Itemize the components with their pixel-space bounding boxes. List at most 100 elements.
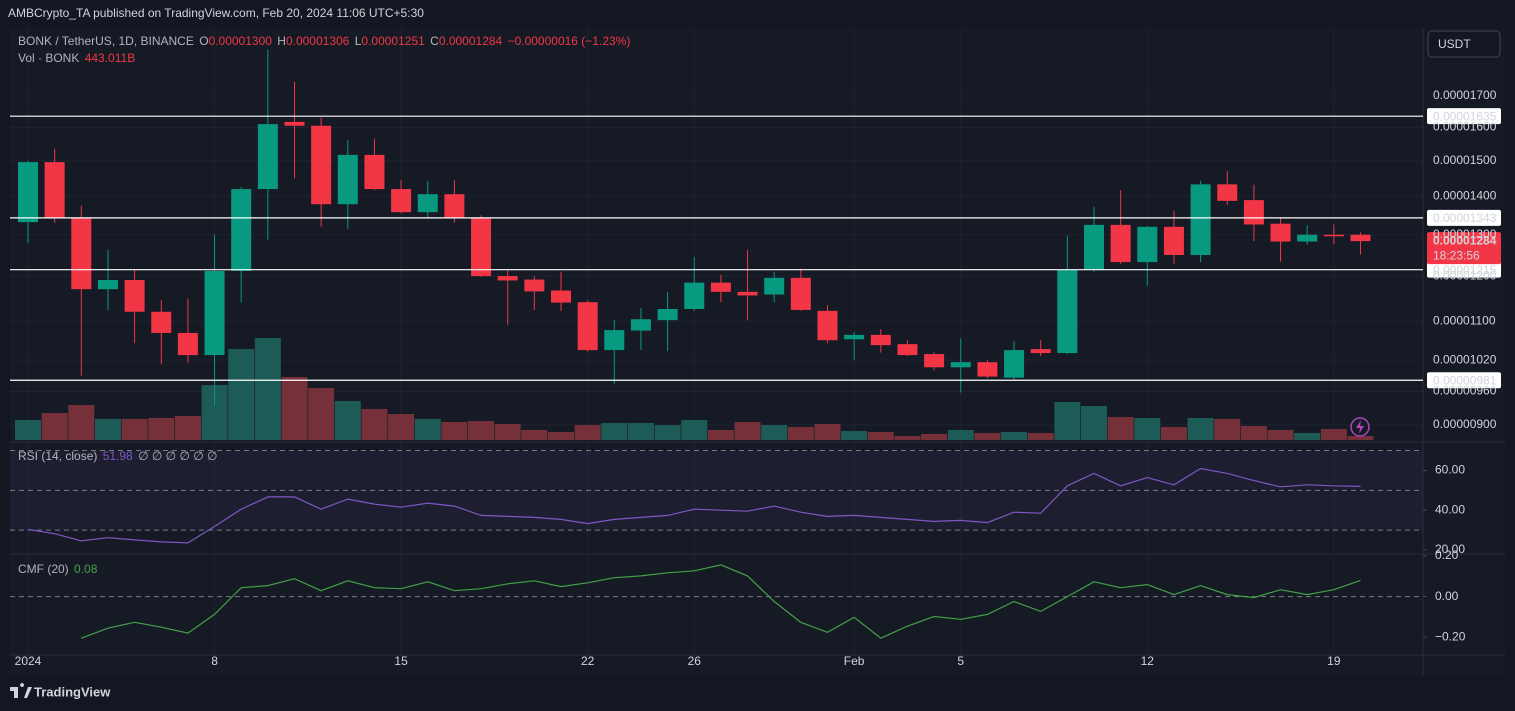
rsi-value: 51.98 [103,449,133,463]
volume-value: 443.011B [85,51,136,65]
last-price-label: 0.00001284 [1433,233,1497,247]
volume-bar [94,418,121,440]
candle-body [364,154,385,190]
candle-body [444,194,465,218]
currency-button[interactable]: USDT [1427,30,1501,58]
publisher-line: AMBCrypto_TA published on TradingView.co… [8,6,424,20]
y-tick-label: 0.20 [1435,548,1459,562]
x-tick-label: 2024 [15,654,42,668]
level-label-box [1427,209,1501,226]
candle-body [391,189,412,213]
currency-button-label[interactable]: USDT [1438,37,1471,51]
candle-body [684,282,705,310]
y-tick-label: 0.00001600 [1433,120,1497,134]
candle-body [1084,224,1104,270]
candle-body [71,217,92,290]
candle-body [337,154,358,205]
volume-bar [1107,417,1134,440]
ohlc-value: 0.00001284 [439,34,503,48]
footer-logo [10,683,32,698]
volume-bar [1027,433,1054,440]
volume-bar [281,377,308,440]
rsi-extra: ∅ ∅ ∅ ∅ ∅ ∅ [138,449,217,463]
candle-body [1057,269,1078,354]
volume-bar [707,429,734,440]
indicator-line [27,467,1361,544]
ohlc-key: O [199,34,208,48]
level-label: 0.00001215 [1433,263,1497,277]
y-tick-label: 0.00001300 [1433,227,1497,241]
volume-bar [548,432,574,440]
volume-bar [41,413,68,440]
y-tick-label: 40.00 [1435,502,1465,516]
volume-bar [388,413,415,440]
volume-bar [68,405,95,440]
symbol-legend: BONK / TetherUS, 1D, BINANCE O0.00001300… [18,34,630,48]
y-tick-label: 0.00001200 [1433,268,1497,282]
volume-bar [867,432,894,440]
candle-body [577,302,598,351]
footer-brand: TradingView [34,684,111,699]
volume-bar [361,409,388,440]
candle-body [231,189,252,271]
y-tick-label: 20.00 [1435,542,1465,556]
volume-bar [121,418,148,440]
alert-bolt[interactable] [1356,420,1364,434]
x-tick-label: 22 [581,654,595,668]
alert-circle[interactable] [1350,417,1370,437]
y-tick-label: 0.00 [1435,589,1459,603]
volume-bar [1267,429,1294,440]
ohlc-key: C [430,34,439,48]
alert-icon[interactable] [1350,417,1370,437]
volume-bar [654,425,681,440]
candle-body [1297,234,1318,242]
ohlc-value: 0.00001306 [286,34,350,48]
volume-bar [15,420,41,440]
volume-bar [574,425,601,440]
y-tick-label: 60.00 [1435,463,1465,477]
overlay-layer: 0.00001635 0.00001343 0.00001215 0.00000981… [10,108,1501,639]
level-label-box [1427,372,1501,389]
candle-body [657,309,678,321]
y-tick-label: 0.00000960 [1433,384,1497,398]
candle-body [710,282,731,292]
volume-layer [15,338,1374,440]
volume-bar [761,425,788,440]
y-tick-label: 0.00000900 [1433,417,1497,431]
volume-bar [1320,429,1347,440]
candle-body [124,279,145,312]
level-label: 0.00001635 [1433,109,1497,123]
candle-body [1243,200,1264,225]
candle-body [1190,184,1211,255]
ohlc-key: L [355,34,362,48]
candle-body [18,162,38,223]
candle-body [790,277,811,310]
candle-body [817,310,838,341]
candle-body [177,332,198,356]
x-tick-label: 26 [688,654,702,668]
ohlc-value: 0.00001300 [209,34,273,48]
ohlc-key: H [277,34,286,48]
logo-mark [10,683,32,698]
volume-title: Vol · BONK [18,51,79,65]
volume-bar [1214,418,1241,440]
volume-bar [974,433,1001,440]
candle-body [417,194,438,213]
volume-legend: Vol · BONK 443.011B [18,51,135,65]
volume-bar [921,433,948,440]
candle-body [471,217,492,277]
volume-bar [1347,436,1374,440]
candle-body [524,279,545,292]
y-tick-label: 0.00001020 [1433,352,1497,366]
volume-bar [681,420,708,440]
currency-button-box[interactable] [1427,30,1501,58]
candle-body [204,270,225,356]
candle-body [630,319,651,331]
candle-body [97,279,118,290]
change: −0.00000016 (−1.23%) [508,34,631,48]
cmf-legend: CMF (20) 0.08 [18,562,98,576]
volume-bar [1240,426,1267,440]
rsi-title: RSI (14, close) [18,449,97,463]
